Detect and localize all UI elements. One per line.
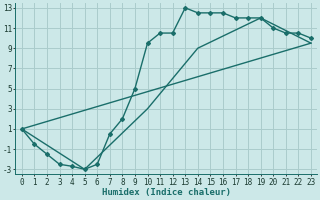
X-axis label: Humidex (Indice chaleur): Humidex (Indice chaleur) <box>102 188 231 197</box>
